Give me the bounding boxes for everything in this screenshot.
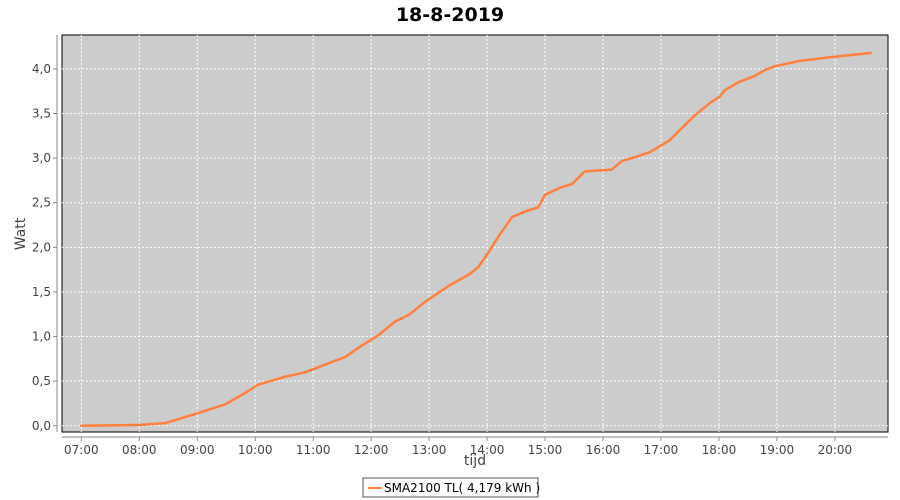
y-tick-label: 0,0	[32, 419, 51, 433]
y-tick-label: 0,5	[32, 374, 51, 388]
x-tick-label: 10:00	[238, 443, 273, 457]
x-tick-label: 20:00	[818, 443, 853, 457]
y-tick-label: 3,0	[32, 151, 51, 165]
x-tick-label: 07:00	[64, 443, 99, 457]
y-tick-label: 2,0	[32, 240, 51, 254]
y-tick-label: 1,0	[32, 330, 51, 344]
x-axis: 07:00 08:00 09:00 10:00 11:00 12:00 13:00 14:00…	[64, 437, 852, 457]
x-tick-label: 14:00	[470, 443, 505, 457]
x-tick-label: 12:00	[354, 443, 389, 457]
grid	[62, 35, 888, 432]
x-tick-label: 08:00	[122, 443, 157, 457]
legend: SMA2100 TL( 4,179 kWh )	[362, 477, 540, 498]
x-tick-label: 15:00	[528, 443, 563, 457]
x-axis-label: tijd	[464, 453, 486, 469]
series-layer	[80, 51, 872, 428]
x-tick-label: 11:00	[296, 443, 331, 457]
x-tick-label: 09:00	[180, 443, 215, 457]
plot-area	[61, 34, 889, 433]
x-tick-label: 18:00	[702, 443, 737, 457]
series-line	[80, 51, 872, 428]
x-tick-label: 17:00	[644, 443, 679, 457]
legend-box	[362, 477, 539, 498]
legend-label: SMA2100 TL( 4,179 kWh )	[384, 481, 540, 495]
y-axis-label: Watt	[13, 217, 29, 250]
y-tick-label: 4,0	[32, 62, 51, 76]
y-tick-label: 2,5	[32, 196, 51, 210]
x-tick-label: 16:00	[586, 443, 621, 457]
y-tick-label: 1,5	[32, 285, 51, 299]
chart-title: 18-8-2019	[396, 4, 504, 26]
y-tick-label: 3,5	[32, 107, 51, 121]
x-tick-label: 13:00	[412, 443, 447, 457]
x-tick-label: 19:00	[760, 443, 795, 457]
y-axis: 0,0 0,5 1,0 1,5 2,0 2,5 3,0 3,5 4,0	[32, 62, 57, 433]
